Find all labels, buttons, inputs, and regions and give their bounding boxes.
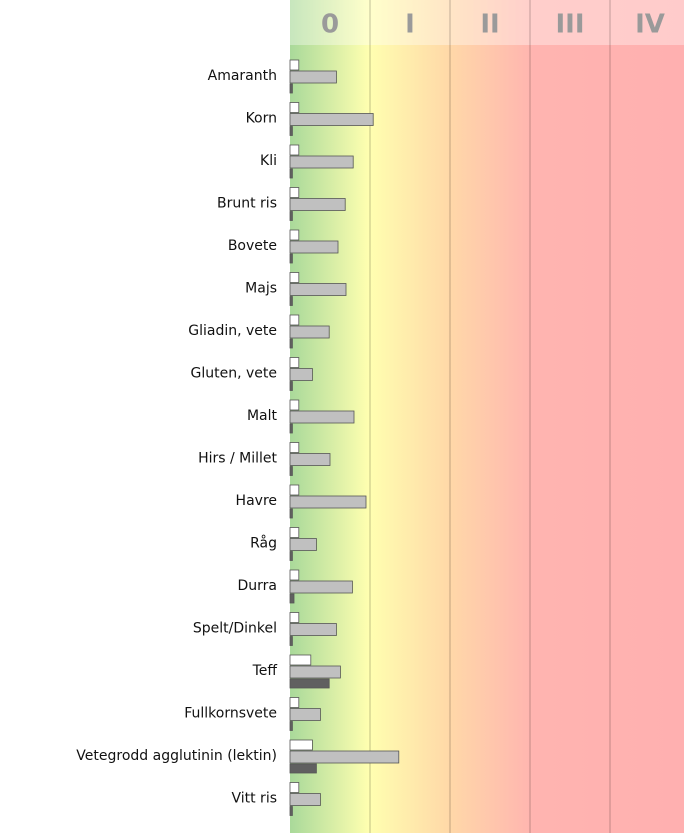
category-label: Majs xyxy=(245,281,277,297)
bar xyxy=(289,296,293,306)
bar xyxy=(289,70,337,84)
bar xyxy=(289,453,331,466)
class-label: I xyxy=(405,10,415,40)
class-label: IV xyxy=(635,10,665,40)
bar xyxy=(289,399,300,411)
bar xyxy=(289,538,317,551)
bar xyxy=(289,83,293,94)
bar xyxy=(289,580,353,594)
category-label: Teff xyxy=(252,663,278,679)
bar xyxy=(289,144,300,156)
category-label: Vitt ris xyxy=(231,791,277,807)
category-label: Vetegrodd agglutinin (lektin) xyxy=(76,748,277,764)
category-label: Havre xyxy=(236,493,277,509)
bar xyxy=(289,168,293,179)
bar xyxy=(289,623,337,636)
category-label: Hirs / Millet xyxy=(198,451,277,467)
bar xyxy=(289,654,312,666)
category-label: Spelt/Dinkel xyxy=(193,621,277,637)
category-label: Fullkornsvete xyxy=(184,706,277,722)
category-label: Amaranth xyxy=(208,68,277,84)
class-label: 0 xyxy=(321,10,339,40)
bar xyxy=(289,410,355,424)
bar xyxy=(289,381,293,391)
bar xyxy=(289,782,300,793)
bar xyxy=(289,527,300,538)
bar xyxy=(289,423,293,434)
class-background xyxy=(290,0,684,833)
bar xyxy=(289,593,295,604)
category-label: Bovete xyxy=(228,238,277,254)
bar xyxy=(289,636,293,646)
bar xyxy=(289,721,293,731)
bar xyxy=(289,102,300,113)
bar xyxy=(289,253,293,264)
bar xyxy=(289,338,293,349)
bar xyxy=(289,793,321,806)
bar xyxy=(289,314,300,326)
class-label: II xyxy=(480,10,499,40)
bar xyxy=(289,198,346,211)
bar xyxy=(289,187,300,198)
bar xyxy=(289,368,313,381)
bar xyxy=(289,113,374,126)
category-label: Durra xyxy=(238,578,278,594)
category-label: Gliadin, vete xyxy=(188,323,277,339)
bar xyxy=(289,508,293,519)
bar xyxy=(289,325,330,339)
bar xyxy=(289,495,367,509)
category-label: Korn xyxy=(246,111,277,127)
bar xyxy=(289,211,293,221)
class-label: III xyxy=(555,10,584,40)
bar xyxy=(289,551,293,561)
bar xyxy=(289,750,400,764)
bar xyxy=(289,665,341,679)
category-label: Malt xyxy=(247,408,278,424)
bar xyxy=(289,240,339,254)
bar xyxy=(289,229,300,241)
bar xyxy=(289,283,347,296)
category-label: Kli xyxy=(260,153,277,169)
bar xyxy=(289,763,317,774)
bar xyxy=(289,357,300,368)
bar xyxy=(289,442,300,453)
bar xyxy=(289,678,330,689)
category-label: Råg xyxy=(250,535,277,552)
bar xyxy=(289,739,313,751)
bar xyxy=(289,806,293,816)
bar xyxy=(289,272,300,283)
category-label: Gluten, vete xyxy=(191,366,278,382)
bar xyxy=(289,59,300,71)
bar xyxy=(289,126,293,136)
category-label: Brunt ris xyxy=(217,196,277,212)
bar xyxy=(289,484,300,496)
bar xyxy=(289,697,300,708)
header-band xyxy=(290,0,684,45)
bar xyxy=(289,466,293,476)
bar xyxy=(289,569,300,581)
bar xyxy=(289,155,354,169)
bar xyxy=(289,612,300,623)
bar xyxy=(289,708,321,721)
